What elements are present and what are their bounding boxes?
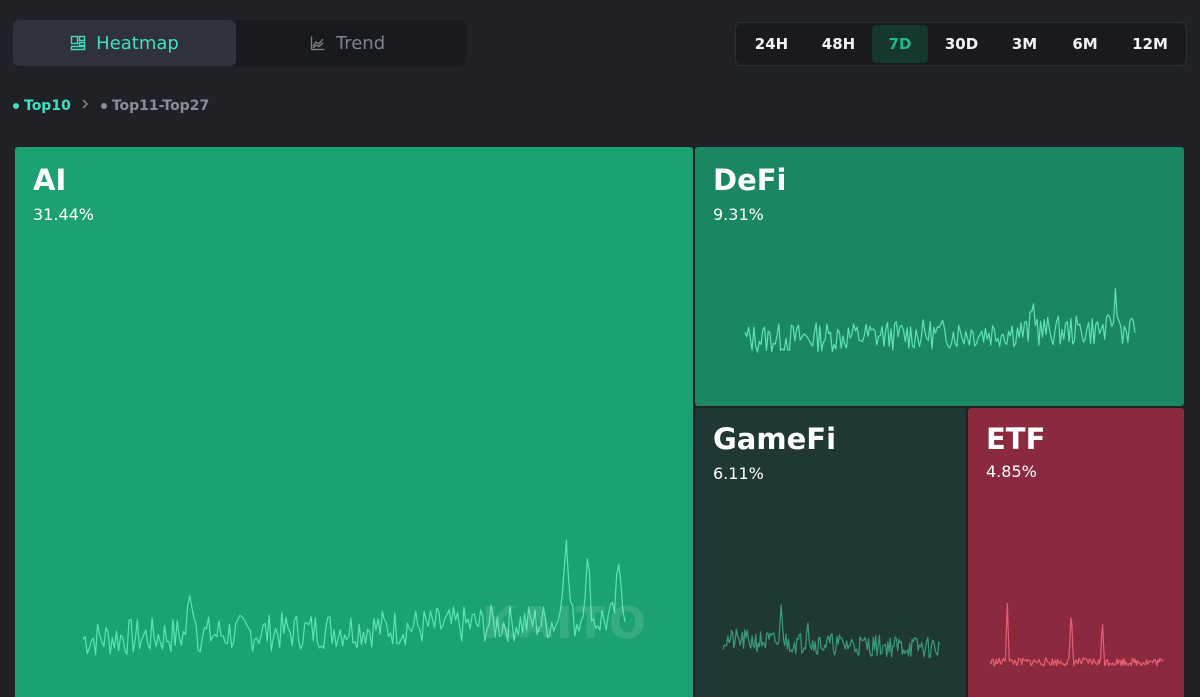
time-option-7d[interactable]: 7D: [872, 25, 928, 63]
chevron-right-icon: [81, 98, 89, 114]
dot-icon: [100, 103, 107, 109]
treemap-tile-defi[interactable]: DeFi 9.31%: [695, 147, 1184, 406]
view-toggle: Heatmap Trend: [13, 20, 466, 66]
tab-heatmap[interactable]: Heatmap: [13, 20, 236, 66]
sparkline-etf: [989, 603, 1164, 667]
time-option-3m[interactable]: 3M: [1011, 35, 1038, 53]
breadcrumb-item-label: Top11-Top27: [111, 98, 210, 114]
tile-value: 9.31%: [713, 205, 764, 224]
breadcrumb: Top10 Top11-Top27: [13, 96, 209, 116]
tile-name: ETF: [986, 422, 1046, 456]
time-option-30d[interactable]: 30D: [944, 35, 979, 53]
treemap-tile-ai[interactable]: AI 31.44%: [15, 147, 693, 697]
tile-value: 31.44%: [33, 205, 95, 224]
sparkline-defi: [744, 288, 1136, 353]
tab-trend-label: Trend: [335, 32, 386, 54]
trend-chart-icon: [310, 36, 325, 51]
sparkline-path: [722, 604, 941, 659]
heatmap-icon: [70, 35, 86, 51]
tab-heatmap-label: Heatmap: [96, 32, 179, 54]
sparkline-path: [744, 288, 1136, 353]
time-option-12m[interactable]: 12M: [1132, 35, 1168, 53]
breadcrumb-item-label: Top10: [24, 98, 71, 114]
breadcrumb-item-top10[interactable]: Top10: [13, 98, 71, 114]
treemap-tile-etf[interactable]: ETF 4.85%: [968, 408, 1184, 697]
treemap-tile-gamefi[interactable]: GameFi 6.11%: [695, 408, 966, 697]
time-option-6m[interactable]: 6M: [1072, 35, 1098, 53]
tile-name: GameFi: [713, 422, 837, 456]
time-option-24h[interactable]: 24H: [754, 35, 789, 53]
sparkline-path: [82, 539, 626, 656]
sparkline-ai: [82, 539, 626, 656]
tile-value: 4.85%: [986, 462, 1037, 481]
time-option-48h[interactable]: 48H: [821, 35, 856, 53]
breadcrumb-item-top11-top27[interactable]: Top11-Top27: [100, 98, 210, 114]
active-dot-icon: [13, 103, 19, 109]
tile-value: 6.11%: [713, 464, 764, 483]
sparkline-gamefi: [722, 604, 941, 659]
tile-name: AI: [33, 163, 67, 197]
time-range-selector: 24H 48H 7D 30D 3M 6M 12M: [735, 22, 1187, 66]
tile-name: DeFi: [713, 163, 787, 197]
tab-trend[interactable]: Trend: [236, 20, 459, 66]
sparkline-path: [989, 603, 1164, 667]
